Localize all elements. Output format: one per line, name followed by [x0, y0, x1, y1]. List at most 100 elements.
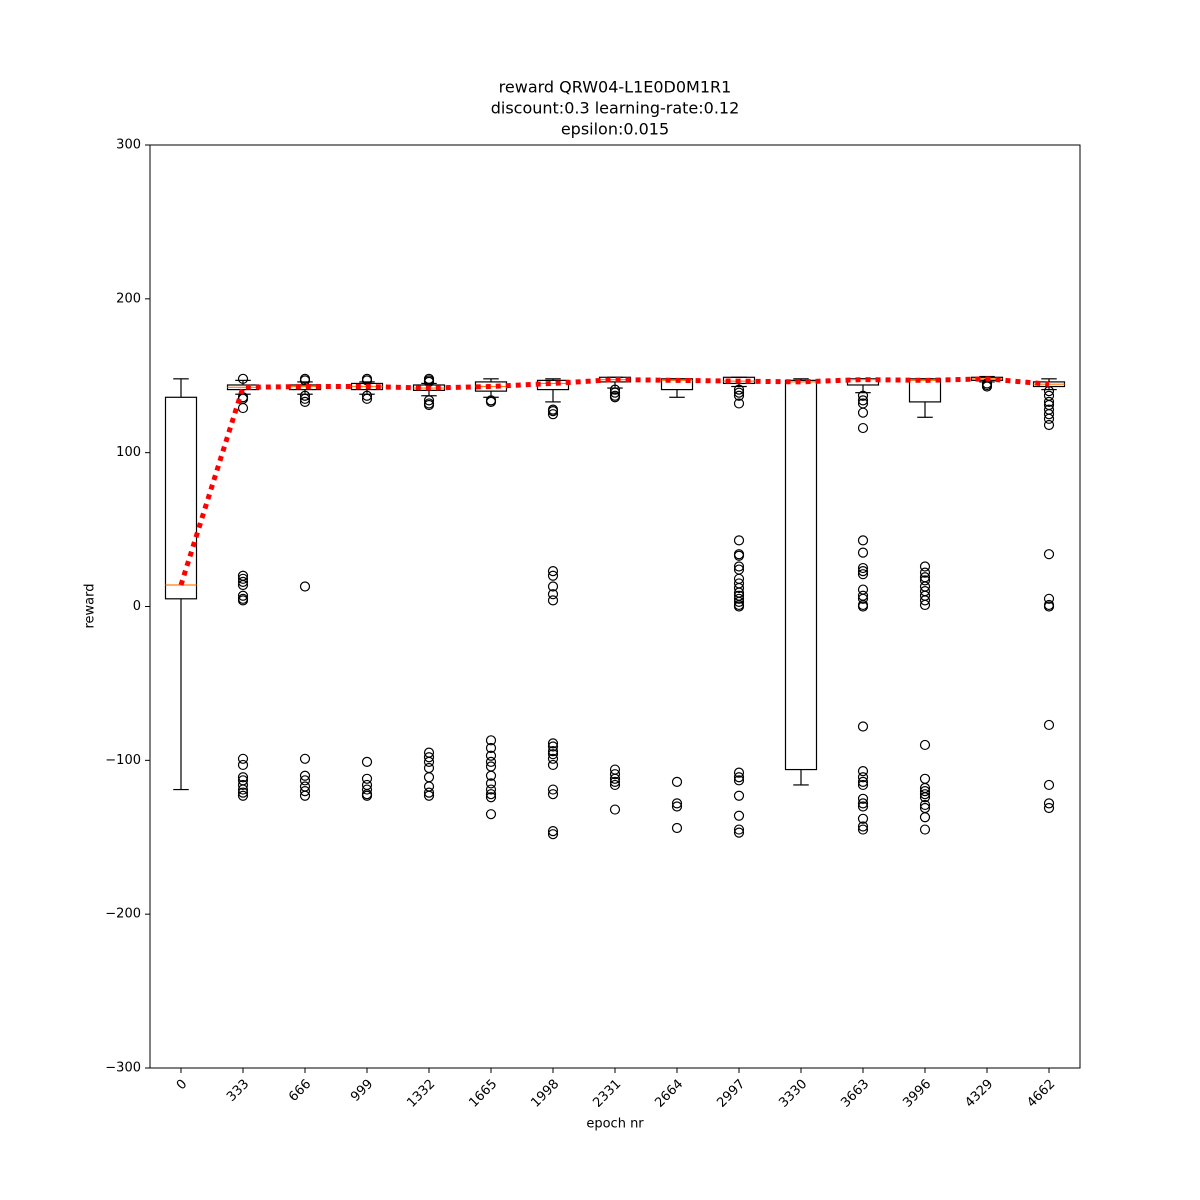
y-tick-label: −300	[105, 1061, 141, 1076]
outlier	[609, 392, 621, 403]
outlier	[857, 793, 869, 804]
outlier	[1043, 419, 1055, 431]
outlier	[299, 775, 311, 786]
outlier	[361, 790, 373, 801]
outlier	[919, 575, 931, 586]
outlier	[733, 398, 745, 409]
x-tick-label: 3663	[838, 1077, 872, 1111]
outlier	[485, 750, 497, 761]
outlier	[919, 773, 931, 784]
outlier	[857, 779, 869, 791]
outlier	[919, 789, 931, 800]
outlier	[1043, 601, 1055, 612]
outlier	[361, 390, 373, 401]
outlier	[237, 590, 249, 601]
outlier	[1043, 719, 1055, 731]
outlier	[733, 601, 745, 612]
chart-title: reward QRW04-L1E0D0M1R1	[499, 78, 732, 97]
y-tick-label: −200	[105, 907, 141, 922]
outlier	[237, 759, 249, 771]
outlier	[857, 813, 869, 824]
outlier	[857, 566, 869, 577]
outlier	[1043, 409, 1055, 420]
outlier	[733, 387, 745, 398]
outlier	[609, 779, 621, 791]
outlier	[547, 746, 559, 757]
outlier	[857, 562, 869, 574]
outlier	[733, 535, 745, 546]
outlier	[671, 801, 683, 812]
outlier	[733, 384, 745, 395]
outlier	[733, 390, 745, 401]
outlier	[547, 566, 559, 577]
outlier	[919, 792, 931, 803]
outlier	[485, 809, 497, 820]
outlier	[1043, 413, 1055, 424]
outlier	[547, 753, 559, 764]
outlier	[919, 595, 931, 606]
outlier	[547, 825, 559, 837]
outlier	[237, 576, 249, 587]
box	[908, 378, 942, 403]
outlier	[547, 829, 559, 840]
outlier	[609, 773, 621, 784]
outlier	[733, 810, 745, 821]
outlier	[361, 756, 373, 767]
x-tick-label: 4329	[962, 1077, 996, 1111]
outlier	[919, 567, 931, 578]
outlier	[485, 396, 497, 408]
y-tick-label: 0	[133, 599, 141, 614]
outlier	[423, 787, 435, 798]
outlier	[733, 582, 745, 594]
outlier	[857, 395, 869, 406]
outlier	[237, 790, 249, 801]
outlier	[423, 772, 435, 783]
outlier	[485, 770, 497, 781]
chart-subtitle: discount:0.3 learning-rate:0.12	[491, 99, 740, 118]
outlier	[423, 790, 435, 801]
outlier	[423, 762, 435, 774]
outlier	[857, 535, 869, 546]
outlier	[485, 735, 497, 746]
outlier	[857, 801, 869, 812]
x-tick-label: 2664	[652, 1077, 686, 1111]
outlier	[609, 804, 621, 815]
outlier	[485, 789, 497, 800]
outlier	[299, 770, 311, 781]
outlier	[547, 784, 559, 795]
outlier	[423, 756, 435, 767]
outlier	[609, 769, 621, 780]
outlier	[361, 393, 373, 404]
outlier	[733, 790, 745, 801]
y-tick-label: 300	[116, 138, 141, 153]
outlier	[609, 776, 621, 787]
outlier	[237, 784, 249, 795]
outlier	[857, 776, 869, 787]
outlier	[547, 595, 559, 606]
outlier	[1043, 396, 1055, 408]
outlier	[733, 767, 745, 778]
outlier	[423, 752, 435, 763]
plot-frame	[149, 144, 1081, 1069]
median-trend-line	[178, 376, 1050, 586]
x-tick-label: 4662	[1024, 1077, 1058, 1111]
outlier	[733, 593, 745, 604]
outlier	[857, 798, 869, 809]
x-tick-label: 999	[348, 1077, 376, 1105]
outlier	[547, 409, 559, 420]
outlier	[857, 547, 869, 558]
x-tick-label: 3996	[900, 1077, 934, 1111]
outlier	[485, 756, 497, 767]
outlier	[857, 593, 869, 604]
outlier	[857, 569, 869, 580]
outlier	[547, 406, 559, 417]
outlier	[857, 390, 869, 401]
outlier	[299, 375, 311, 386]
outlier	[423, 399, 435, 411]
y-tick-label: −100	[105, 753, 141, 768]
outlier	[299, 790, 311, 801]
outlier	[857, 721, 869, 732]
outlier	[857, 766, 869, 777]
y-axis-label: reward	[83, 583, 98, 628]
